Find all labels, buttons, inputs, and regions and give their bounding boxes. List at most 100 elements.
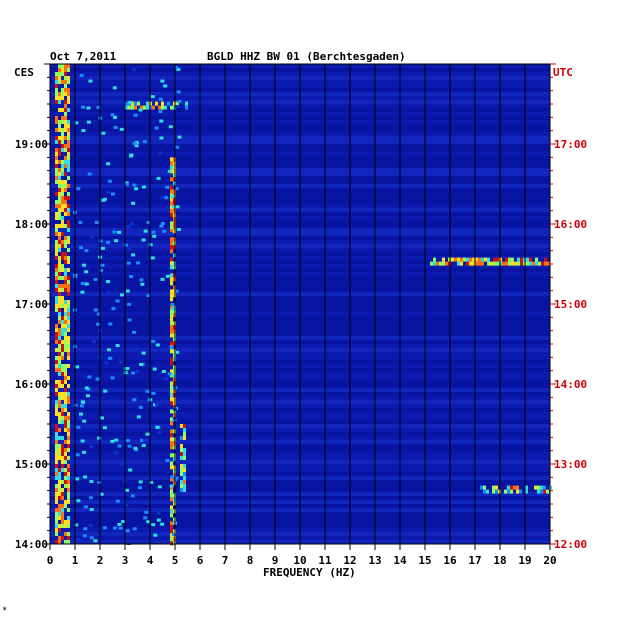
hotspot-cell: [180, 424, 183, 428]
hotspot-cell: [61, 328, 64, 332]
speckle: [156, 511, 161, 515]
hotspot-cell: [58, 364, 61, 368]
left-tick-label: 18:00: [15, 218, 48, 231]
hotspot-cell: [170, 257, 173, 262]
hotspot-cell: [67, 160, 70, 164]
hotspot-cell: [61, 188, 64, 192]
hotspot-cell: [170, 529, 173, 534]
x-tick-label: 11: [318, 554, 332, 567]
hotspot-cell: [64, 80, 67, 84]
hotspot-cell: [170, 213, 173, 218]
hotspot-cell: [67, 484, 70, 488]
hotspot-cell: [64, 144, 67, 148]
hotspot-cell: [529, 257, 532, 262]
speckle: [106, 280, 111, 284]
hotspot-cell: [170, 165, 173, 170]
hotspot-cell: [433, 261, 436, 266]
speckle: [93, 277, 98, 281]
hotspot-cell: [183, 464, 186, 468]
hotspot-cell: [466, 261, 469, 266]
hotspot-cell: [64, 396, 67, 400]
hotspot-cell: [61, 144, 64, 148]
speckle: [75, 453, 80, 457]
hotspot-cell: [58, 208, 61, 212]
hotspot-cell: [484, 257, 487, 262]
speckle: [171, 205, 176, 209]
hotspot-cell: [58, 348, 61, 352]
hotspot-cell: [55, 256, 58, 260]
hotspot-cell: [58, 140, 61, 144]
hotspot-cell: [67, 352, 70, 356]
hotspot-cell: [475, 261, 478, 266]
x-tick-label: 0: [47, 554, 54, 567]
hotspot-cell: [496, 257, 499, 262]
hotspot-cell: [460, 257, 463, 262]
speckle: [75, 477, 80, 481]
hotspot-cell: [511, 257, 514, 262]
hotspot-cell: [161, 105, 164, 110]
hotspot-cell: [61, 204, 64, 208]
hotspot-cell: [61, 180, 64, 184]
hotspot-cell: [61, 536, 64, 540]
speckle: [138, 405, 143, 409]
hotspot-cell: [170, 157, 173, 162]
footer-mark: *: [2, 606, 8, 616]
speckle: [113, 125, 118, 129]
hotspot-cell: [55, 388, 58, 392]
hotspot-cell: [55, 156, 58, 160]
hotspot-cell: [185, 101, 188, 106]
speckle: [125, 488, 130, 492]
hotspot-cell: [64, 472, 67, 476]
hotspot-cell: [170, 321, 173, 326]
hotspot-cell: [64, 188, 67, 192]
hotspot-cell: [170, 313, 173, 318]
hotspot-cell: [55, 248, 58, 252]
hotspot-cell: [516, 485, 519, 490]
hotspot-cell: [58, 340, 61, 344]
speckle: [141, 351, 146, 355]
hotspot-cell: [58, 496, 61, 500]
hotspot-cell: [64, 532, 67, 536]
speckle: [110, 439, 115, 443]
speckle: [150, 256, 155, 260]
hotspot-cell: [67, 320, 70, 324]
hotspot-cell: [55, 532, 58, 536]
hotspot-cell: [61, 356, 64, 360]
hotspot-cell: [58, 320, 61, 324]
hotspot-cell: [170, 525, 173, 530]
hotspot-cell: [164, 105, 167, 110]
hotspot-cell: [58, 176, 61, 180]
hotspot-cell: [64, 76, 67, 80]
hotspot-cell: [61, 108, 64, 112]
speckle: [130, 371, 135, 375]
hotspot-cell: [170, 401, 173, 406]
hotspot-cell: [61, 320, 64, 324]
hotspot-cell: [58, 284, 61, 288]
hotspot-cell: [61, 348, 64, 352]
speckle: [101, 131, 106, 135]
hotspot-cell: [478, 261, 481, 266]
speckle: [89, 480, 94, 484]
hotspot-cell: [67, 384, 70, 388]
hotspot-cell: [61, 408, 64, 412]
hotspot-cell: [67, 80, 70, 84]
hotspot-cell: [67, 436, 70, 440]
hotspot-cell: [433, 257, 436, 262]
speckle: [79, 404, 84, 408]
hotspot-cell: [170, 297, 173, 302]
hotspot-cell: [64, 540, 67, 544]
hotspot-cell: [67, 136, 70, 140]
hotspot-cell: [55, 412, 58, 416]
speckle: [151, 391, 156, 395]
hotspot-cell: [67, 348, 70, 352]
hotspot-cell: [55, 540, 58, 544]
hotspot-cell: [537, 485, 540, 490]
hotspot-cell: [58, 168, 61, 172]
hotspot-cell: [67, 192, 70, 196]
hotspot-cell: [58, 420, 61, 424]
hotspot-cell: [67, 208, 70, 212]
hotspot-cell: [64, 344, 67, 348]
hotspot-cell: [55, 168, 58, 172]
chart-date: Oct 7,2011: [50, 50, 117, 63]
hotspot-cell: [55, 380, 58, 384]
